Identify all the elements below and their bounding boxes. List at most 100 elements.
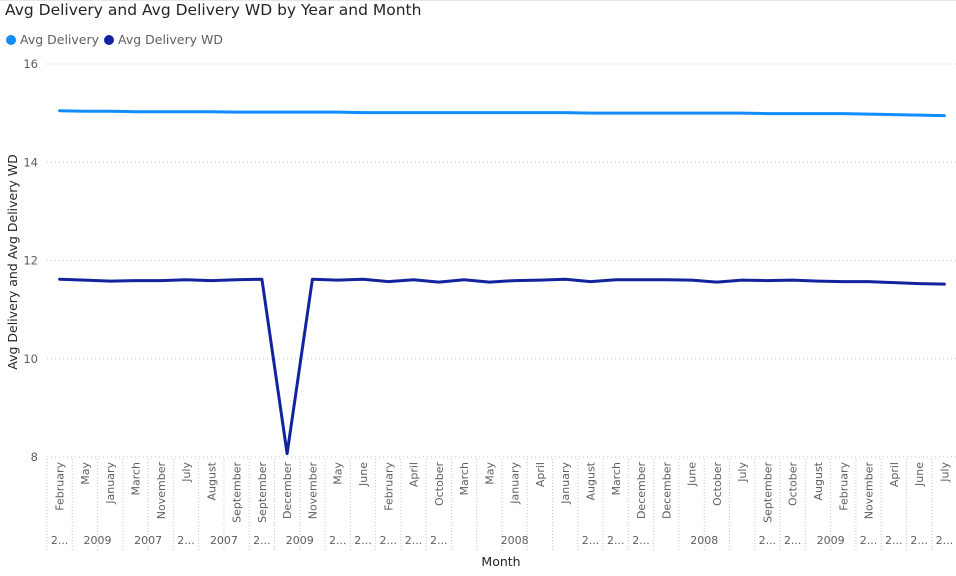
- data-point[interactable]: [259, 276, 265, 282]
- data-point[interactable]: [562, 110, 568, 116]
- data-point[interactable]: [840, 279, 846, 285]
- data-point[interactable]: [714, 110, 720, 116]
- data-point[interactable]: [638, 110, 644, 116]
- x-year-label: 2008: [690, 534, 718, 547]
- data-point[interactable]: [790, 277, 796, 283]
- data-point[interactable]: [82, 277, 88, 283]
- data-point[interactable]: [587, 110, 593, 116]
- data-point[interactable]: [183, 277, 189, 283]
- data-point[interactable]: [158, 109, 164, 115]
- data-point[interactable]: [512, 278, 518, 284]
- legend: Avg Delivery Avg Delivery WD: [6, 32, 228, 47]
- data-point[interactable]: [840, 111, 846, 117]
- data-point[interactable]: [158, 278, 164, 284]
- x-tick-label: December: [635, 462, 648, 520]
- data-point[interactable]: [82, 108, 88, 114]
- x-year-label: 2...: [354, 534, 372, 547]
- x-tick-label: February: [837, 462, 850, 511]
- x-year-label: 2...: [910, 534, 928, 547]
- data-point[interactable]: [183, 109, 189, 115]
- x-tick-label: June: [357, 462, 370, 487]
- data-point[interactable]: [663, 277, 669, 283]
- x-tick-label: April: [408, 462, 421, 487]
- data-point[interactable]: [866, 111, 872, 117]
- data-point[interactable]: [638, 277, 644, 283]
- data-point[interactable]: [234, 277, 240, 283]
- data-point[interactable]: [132, 109, 138, 115]
- data-point[interactable]: [234, 109, 240, 115]
- data-point[interactable]: [941, 113, 947, 119]
- data-point[interactable]: [259, 109, 265, 115]
- legend-item-avg-delivery-wd[interactable]: Avg Delivery WD: [104, 32, 223, 47]
- data-point[interactable]: [436, 110, 442, 116]
- x-tick-label: May: [483, 462, 496, 485]
- data-point[interactable]: [284, 109, 290, 115]
- data-point[interactable]: [739, 277, 745, 283]
- data-point[interactable]: [537, 277, 543, 283]
- data-point[interactable]: [461, 277, 467, 283]
- data-point[interactable]: [891, 280, 897, 286]
- data-point[interactable]: [132, 278, 138, 284]
- x-year-label: 2...: [860, 534, 878, 547]
- y-tick-label: 16: [23, 57, 38, 71]
- x-tick-label: June: [913, 462, 926, 487]
- x-tick-label: October: [787, 462, 800, 506]
- series-line-avg-delivery-wd[interactable]: [58, 277, 946, 456]
- data-point[interactable]: [461, 110, 467, 116]
- data-point[interactable]: [815, 111, 821, 117]
- data-point[interactable]: [916, 281, 922, 287]
- data-point[interactable]: [309, 276, 315, 282]
- data-point[interactable]: [613, 277, 619, 283]
- data-point[interactable]: [385, 279, 391, 285]
- series-line-avg-delivery[interactable]: [58, 109, 946, 118]
- data-point[interactable]: [764, 278, 770, 284]
- data-point[interactable]: [486, 279, 492, 285]
- data-point[interactable]: [57, 276, 63, 282]
- data-point[interactable]: [613, 110, 619, 116]
- data-point[interactable]: [739, 110, 745, 116]
- x-tick-label: May: [79, 462, 92, 485]
- data-point[interactable]: [562, 276, 568, 282]
- data-point[interactable]: [663, 110, 669, 116]
- data-point[interactable]: [486, 110, 492, 116]
- data-point[interactable]: [335, 277, 341, 283]
- data-point[interactable]: [385, 110, 391, 116]
- y-tick-label: 10: [23, 352, 38, 366]
- x-tick-label: January: [509, 462, 522, 505]
- x-tick-label: October: [711, 462, 724, 506]
- data-point[interactable]: [866, 279, 872, 285]
- x-tick-label: December: [281, 462, 294, 520]
- data-point[interactable]: [360, 110, 366, 116]
- data-point[interactable]: [107, 278, 113, 284]
- data-point[interactable]: [587, 279, 593, 285]
- data-point[interactable]: [815, 278, 821, 284]
- data-point[interactable]: [891, 112, 897, 118]
- data-point[interactable]: [714, 279, 720, 285]
- data-point[interactable]: [689, 110, 695, 116]
- legend-item-avg-delivery[interactable]: Avg Delivery: [6, 32, 99, 47]
- data-point[interactable]: [916, 112, 922, 118]
- data-point[interactable]: [284, 451, 290, 457]
- x-tick-label: January: [104, 462, 117, 505]
- data-point[interactable]: [537, 110, 543, 116]
- data-point[interactable]: [208, 109, 214, 115]
- data-point[interactable]: [360, 276, 366, 282]
- data-point[interactable]: [512, 110, 518, 116]
- data-point[interactable]: [941, 281, 947, 287]
- data-point[interactable]: [689, 277, 695, 283]
- x-year-label: 2...: [177, 534, 195, 547]
- data-point[interactable]: [436, 279, 442, 285]
- data-point[interactable]: [335, 109, 341, 115]
- x-year-label: 2...: [51, 534, 69, 547]
- plot-area: [57, 108, 947, 457]
- data-point[interactable]: [411, 277, 417, 283]
- data-point[interactable]: [764, 111, 770, 117]
- data-point[interactable]: [309, 109, 315, 115]
- data-point[interactable]: [107, 108, 113, 114]
- legend-label-avg-delivery: Avg Delivery: [20, 32, 100, 47]
- data-point[interactable]: [411, 110, 417, 116]
- data-point[interactable]: [57, 108, 63, 114]
- x-year-label: 2...: [253, 534, 271, 547]
- data-point[interactable]: [790, 111, 796, 117]
- data-point[interactable]: [208, 278, 214, 284]
